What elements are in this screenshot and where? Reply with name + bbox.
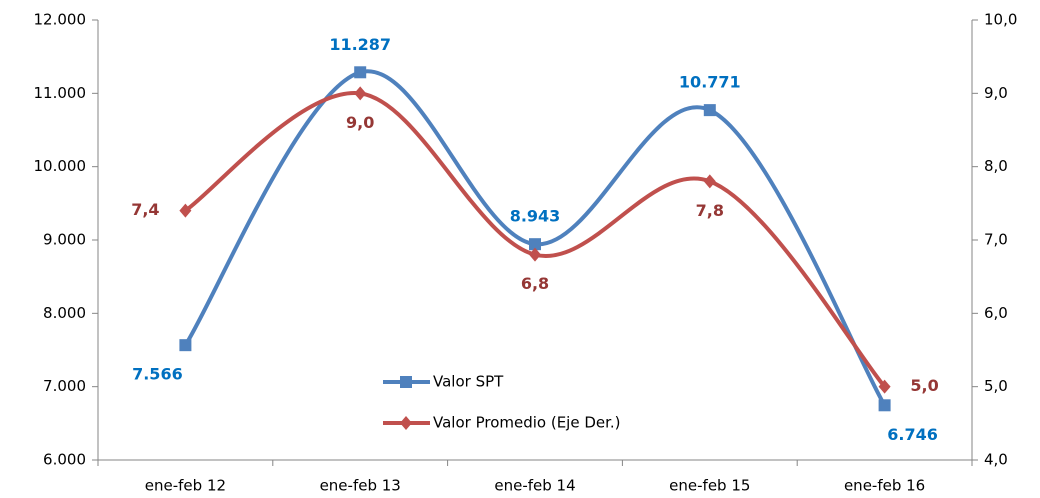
marker [400,376,412,388]
marker [703,174,716,189]
y-tick-label: 9.000 [43,231,86,249]
y2-tick-label: 10,0 [984,11,1017,29]
marker [878,379,891,394]
y-tick-label: 12.000 [34,11,87,29]
data-label: 7,4 [131,200,159,219]
legend-label: Valor Promedio (Eje Der.) [433,414,621,432]
marker [703,104,716,117]
data-label: 8.943 [510,207,561,226]
data-label: 6,8 [521,274,549,293]
data-label: 10.771 [679,73,741,92]
data-label: 7,8 [696,201,724,220]
x-tick-label: ene-feb 16 [844,477,925,495]
marker [179,339,192,352]
y2-tick-label: 9,0 [984,84,1008,102]
x-tick-label: ene-feb 13 [320,477,401,495]
marker [354,66,367,79]
marker [529,238,541,251]
y2-tick-label: 4,0 [984,451,1008,469]
data-label: 5,0 [910,376,938,395]
legend-label: Valor SPT [433,373,504,391]
x-tick-label: ene-feb 15 [669,477,750,495]
y-tick-label: 10.000 [34,157,87,175]
data-label: 9,0 [346,113,374,132]
marker [529,247,541,262]
marker [179,203,192,218]
y-tick-label: 6.000 [43,451,86,469]
x-tick-label: ene-feb 14 [494,477,575,495]
y-tick-label: 7.000 [43,377,86,395]
y-tick-label: 8.000 [43,304,86,322]
y2-tick-label: 7,0 [984,231,1008,249]
y2-tick-label: 6,0 [984,304,1008,322]
y2-tick-label: 5,0 [984,377,1008,395]
data-label: 7.566 [132,365,183,384]
data-label: 6.746 [887,425,938,444]
marker [878,399,891,412]
marker [354,86,367,101]
y-tick-label: 11.000 [34,84,87,102]
marker [400,416,412,430]
x-tick-label: ene-feb 12 [145,477,226,495]
y2-tick-label: 8,0 [984,157,1008,175]
data-label: 11.287 [329,35,391,54]
